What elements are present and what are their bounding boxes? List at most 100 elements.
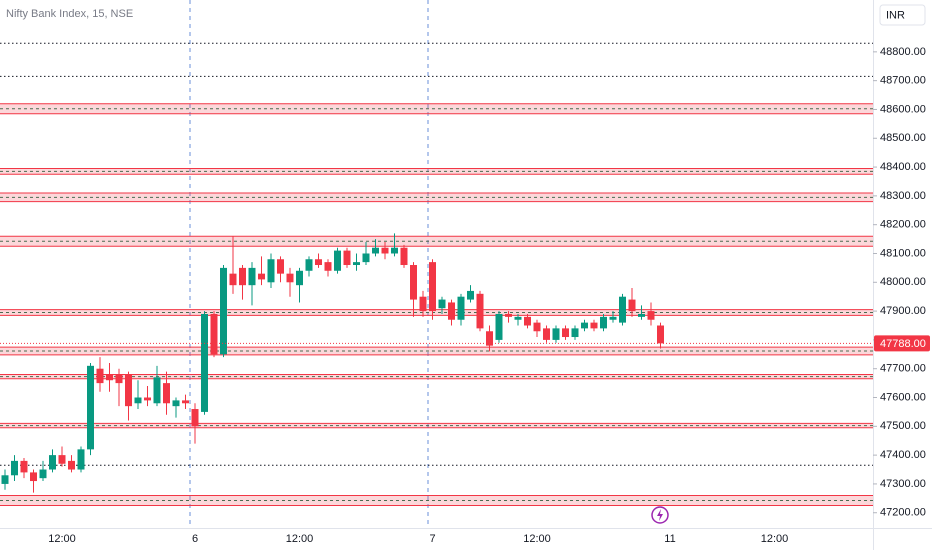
candle-body — [315, 259, 322, 266]
x-tick-label: 11 — [664, 533, 675, 545]
candle-body — [505, 313, 512, 317]
candle-body — [277, 259, 284, 274]
candle-body — [552, 328, 560, 340]
candle-body — [372, 247, 379, 254]
candle-body — [495, 313, 503, 340]
zone — [0, 423, 873, 428]
candle-body — [543, 328, 550, 340]
candle-body — [448, 302, 455, 320]
candle-body — [191, 409, 199, 427]
candle-body — [600, 316, 607, 329]
candle-body — [400, 247, 408, 266]
y-tick-label: 47400.00 — [880, 449, 926, 461]
candle-body — [438, 299, 446, 309]
candle-body — [134, 397, 142, 404]
candle-body — [267, 259, 275, 283]
x-tick-label: 7 — [429, 533, 435, 545]
candle-body — [457, 296, 465, 320]
candle-body — [647, 311, 655, 320]
candle-body — [581, 322, 588, 329]
candle-body — [96, 368, 104, 384]
candle-body — [343, 250, 351, 266]
zone — [0, 103, 873, 114]
candle-body — [533, 322, 541, 332]
candle-body — [20, 460, 28, 473]
candle-body — [172, 400, 180, 407]
y-tick-label: 47900.00 — [880, 305, 926, 317]
y-tick-label: 48200.00 — [880, 219, 926, 231]
zone — [0, 192, 873, 202]
candle-body — [30, 472, 37, 482]
candle-body — [68, 460, 75, 470]
x-tick-label: 12:00 — [286, 533, 314, 545]
candle-body — [49, 455, 56, 470]
candle-body — [220, 267, 227, 355]
x-tick-label: 6 — [192, 533, 198, 545]
zone — [0, 347, 873, 355]
y-tick-label: 47300.00 — [880, 478, 926, 490]
candle-body — [106, 374, 113, 381]
candle-body — [210, 313, 218, 355]
candle-body — [619, 296, 626, 323]
event-icon-bolt — [657, 509, 663, 521]
candle-body — [628, 299, 636, 312]
candle-body — [144, 397, 151, 401]
y-tick-label: 47600.00 — [880, 391, 926, 403]
candle-body — [419, 296, 427, 312]
candle-body — [153, 377, 161, 404]
candle-body — [163, 383, 170, 404]
y-tick-label: 48700.00 — [880, 75, 926, 87]
candle-body — [609, 316, 617, 320]
candle-body — [125, 374, 132, 407]
candle-body — [77, 449, 85, 470]
x-tick-label: 12:00 — [523, 533, 551, 545]
candle-body — [562, 328, 569, 338]
candle-body — [11, 460, 18, 476]
candle-body — [258, 273, 265, 280]
candle-body — [1, 475, 9, 484]
candle-body — [248, 267, 256, 286]
candle-body — [286, 273, 294, 283]
currency[interactable]: INR — [886, 9, 905, 21]
candle-body — [182, 400, 189, 404]
candle-body — [514, 316, 522, 320]
y-tick-label: 48100.00 — [880, 247, 926, 259]
y-tick-label: 48800.00 — [880, 46, 926, 58]
y-tick-label: 48500.00 — [880, 132, 926, 144]
y-tick-label: 47700.00 — [880, 363, 926, 375]
candle-body — [296, 270, 303, 286]
candle-body — [39, 469, 47, 479]
x-tick-label: 12:00 — [48, 533, 76, 545]
y-tick-label: 48300.00 — [880, 190, 926, 202]
candle-body — [590, 322, 598, 329]
y-tick-label: 47200.00 — [880, 507, 926, 519]
candle-body — [429, 262, 436, 312]
zone — [0, 374, 873, 379]
last-price-label: 47788.00 — [880, 338, 926, 350]
currency-box[interactable] — [879, 4, 926, 26]
candle-body — [334, 250, 341, 271]
candle-body — [353, 262, 360, 266]
candle-body — [524, 316, 531, 326]
zone — [0, 236, 873, 247]
zone — [0, 495, 873, 506]
chart-title: Nifty Bank Index, 15, NSE — [6, 8, 133, 20]
candle-body — [476, 293, 484, 329]
candle-body — [115, 374, 123, 384]
candle-body — [362, 253, 370, 263]
candle-body — [486, 331, 493, 346]
candle-body — [410, 265, 417, 300]
candle-body — [87, 365, 94, 450]
candle-body — [305, 259, 313, 271]
candle-body — [571, 328, 579, 338]
candle-body — [239, 267, 246, 286]
last-price-box — [874, 335, 930, 352]
candle-body — [638, 313, 645, 317]
candle-body — [58, 455, 66, 464]
candle-body — [324, 262, 332, 271]
y-tick-label: 48400.00 — [880, 161, 926, 173]
y-tick-label: 48000.00 — [880, 276, 926, 288]
zone — [0, 309, 873, 316]
